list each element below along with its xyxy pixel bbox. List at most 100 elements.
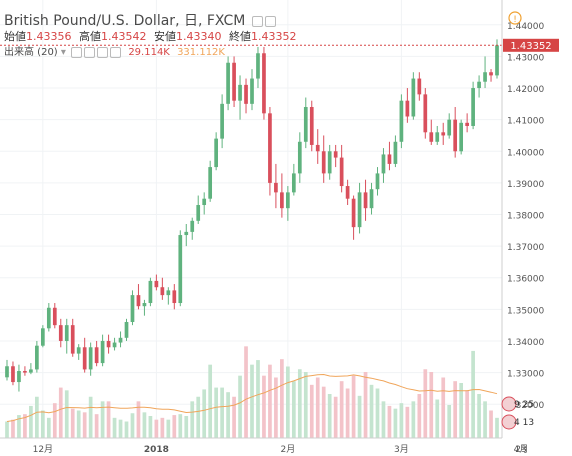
price-tick-label: 1.36000 <box>507 275 544 285</box>
candle-body <box>435 132 440 142</box>
candle <box>208 160 213 202</box>
candle-body <box>459 122 464 152</box>
candle <box>17 364 21 392</box>
chart-header: British Pound/U.S. Dollar, 日, FXCM <box>4 10 276 30</box>
candle-body <box>369 189 374 209</box>
volume-bar <box>297 369 302 438</box>
candle <box>82 337 87 373</box>
hide-series-button[interactable] <box>251 15 263 27</box>
volume-bar <box>208 364 213 438</box>
ohlc-row: 始値1.43356 高値1.43542 安値1.43340 終値1.43352 <box>4 28 301 44</box>
candle <box>58 318 63 348</box>
volume-bar <box>35 396 39 438</box>
interval-label[interactable]: 日 <box>183 13 198 29</box>
candle <box>154 274 159 291</box>
candle-body <box>447 119 452 136</box>
candle <box>405 88 410 123</box>
candle-body <box>23 370 27 373</box>
volume-bar <box>309 384 314 438</box>
candle <box>333 144 338 168</box>
volume-bar <box>429 372 434 438</box>
volume-study-menu-icon[interactable]: ▾ <box>60 47 66 58</box>
candle-body <box>315 144 320 152</box>
settings-button[interactable] <box>264 15 276 27</box>
event-badge-bottom[interactable]: 4 13 <box>501 414 534 430</box>
candle-body <box>303 107 308 142</box>
volume-close-button[interactable] <box>97 46 109 58</box>
volume-bar <box>441 377 446 438</box>
candle <box>321 135 326 183</box>
candle <box>291 163 296 196</box>
volume-bar <box>369 384 374 438</box>
price-tick-label: 1.34000 <box>507 338 544 348</box>
candle-body <box>357 192 362 228</box>
candle <box>453 107 458 158</box>
volume-bar <box>435 399 440 438</box>
price-tick-label: 1.35000 <box>507 306 544 316</box>
volume-bar <box>23 414 27 438</box>
candle-body <box>172 290 177 304</box>
candle <box>250 69 254 111</box>
volume-bar <box>130 413 135 438</box>
volume-bar <box>70 408 75 438</box>
candle <box>178 230 183 307</box>
candle-body <box>483 72 487 82</box>
candle <box>375 167 380 196</box>
low-label: 安値 <box>154 30 176 43</box>
candle <box>417 72 422 101</box>
close-value: 1.43352 <box>251 30 297 43</box>
candle-body <box>11 366 15 383</box>
low-value: 1.43340 <box>176 30 222 43</box>
volume-bar <box>405 406 410 438</box>
candle <box>46 303 51 332</box>
price-tick-label: 1.38000 <box>507 212 544 222</box>
candle-body <box>429 132 434 142</box>
alert-icon[interactable]: ! <box>508 11 522 25</box>
candle <box>471 81 475 130</box>
volume-bar <box>46 417 51 438</box>
volume-bar <box>375 388 380 438</box>
candle <box>94 340 99 367</box>
candle-body <box>220 103 224 139</box>
candle-body <box>52 307 57 326</box>
event-badge-top[interactable]: 9 25 <box>501 396 534 412</box>
volume-bar <box>190 401 195 438</box>
candle-body <box>5 366 9 378</box>
candle <box>423 88 428 139</box>
price-tick-label: 1.39000 <box>507 180 544 190</box>
candle-body <box>399 100 404 142</box>
symbol-title[interactable]: British Pound/U.S. Dollar <box>4 13 176 29</box>
volume-bar <box>112 417 117 438</box>
volume-bar <box>106 401 111 438</box>
candle-body <box>351 198 356 228</box>
candle <box>76 344 81 360</box>
volume-bar <box>268 364 272 438</box>
volume-bar <box>274 377 278 438</box>
candle <box>274 163 278 209</box>
volume-bar <box>5 421 9 438</box>
volume-more-button[interactable] <box>110 46 122 58</box>
candle <box>286 186 290 221</box>
price-tick-label: 1.32000 <box>507 401 544 411</box>
candle-body <box>375 173 380 190</box>
volume-bar <box>357 395 362 438</box>
candle <box>495 39 499 79</box>
volume-bar <box>148 416 153 438</box>
candle-body <box>495 45 499 76</box>
volume-bar <box>477 394 481 438</box>
candle-body <box>339 157 344 187</box>
volume-bar <box>64 390 69 438</box>
volume-bar <box>136 401 141 438</box>
candle-body <box>453 119 458 152</box>
candle-body <box>82 347 87 370</box>
candle <box>118 331 123 348</box>
volume-bars <box>5 346 499 438</box>
volume-hide-button[interactable] <box>71 46 83 58</box>
candle <box>166 287 171 305</box>
high-value: 1.43542 <box>101 30 147 43</box>
candle-body <box>232 62 236 101</box>
volume-study-label[interactable]: 出来高 (20) <box>4 47 58 58</box>
candle-body <box>309 107 314 145</box>
volume-settings-button[interactable] <box>84 46 96 58</box>
candle-body <box>405 100 410 117</box>
